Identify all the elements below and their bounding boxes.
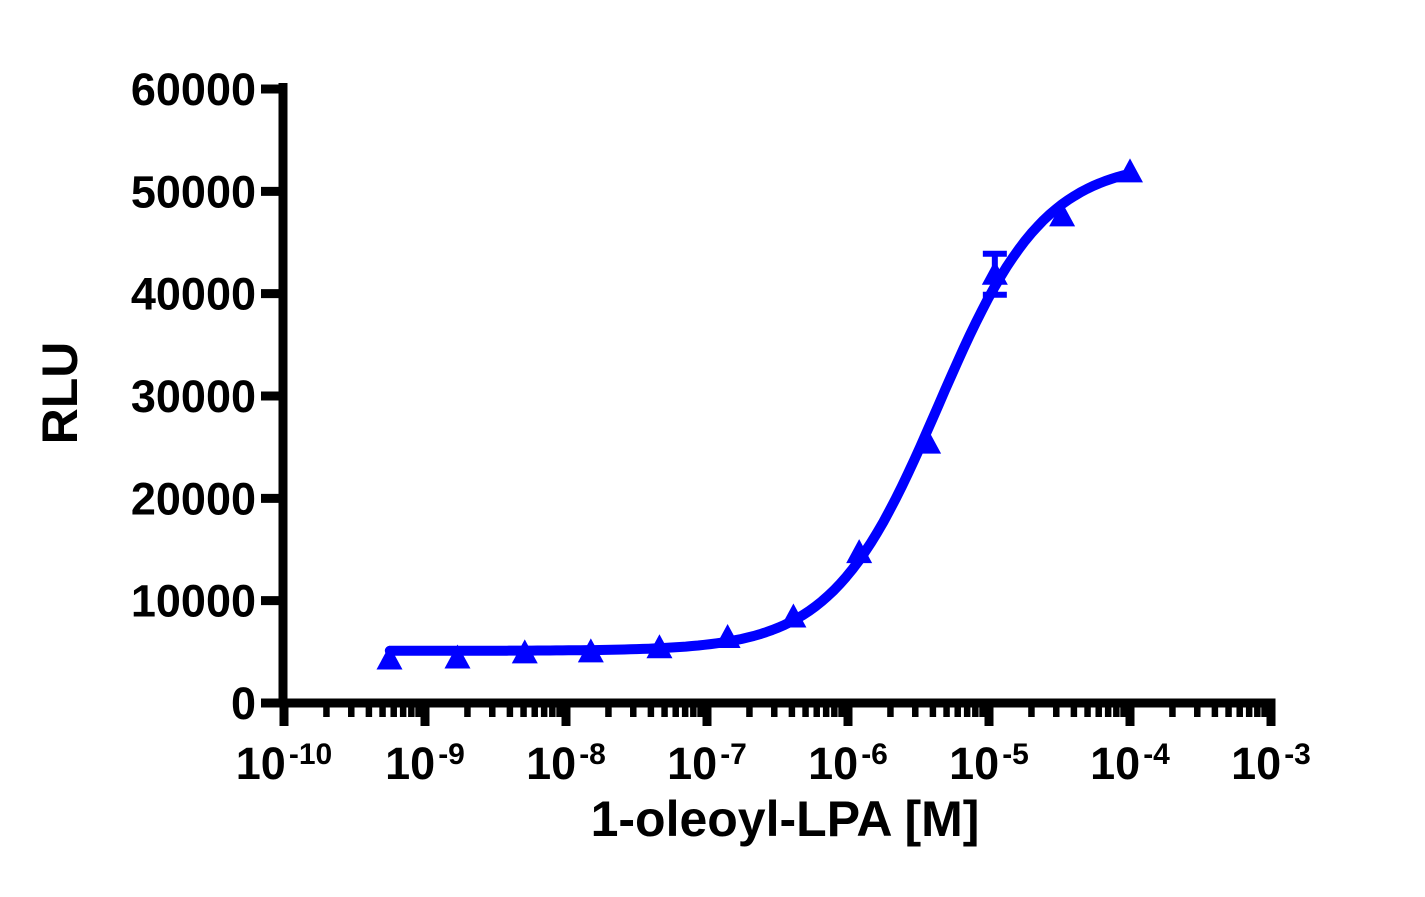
x-tick-label: 10 -5: [949, 738, 1029, 789]
x-tick-label: 10 -3: [1231, 738, 1311, 789]
fit-curve: [384, 168, 1135, 656]
y-tick-label: 0: [231, 678, 256, 729]
y-tick-labels: 0 10000 20000 30000 40000 50000 60000: [131, 64, 256, 729]
y-tick-label: 50000: [131, 166, 256, 217]
data-point-marker: [444, 644, 471, 669]
data-point-marker: [846, 539, 873, 564]
y-axis-title: RLU: [32, 342, 88, 445]
x-tick-label: 10 -9: [385, 738, 465, 789]
y-tick-label: 60000: [131, 64, 256, 115]
data-point-marker: [915, 429, 942, 454]
data-point-marker: [714, 624, 741, 649]
x-tick-label: 10 -4: [1090, 738, 1170, 789]
y-tick-label: 20000: [131, 473, 256, 524]
data-point-marker: [577, 638, 604, 663]
x-tick-label: 10 -6: [808, 738, 888, 789]
x-axis-title: 1-oleoyl-LPA [M]: [591, 791, 980, 847]
data-point-marker: [376, 645, 403, 670]
x-tick-label: 10 -10: [236, 738, 332, 789]
data-point-marker: [511, 639, 538, 664]
x-tick-label: 10 -7: [667, 738, 747, 789]
x-tick-labels: 10 -10 10 -9 10 -8 10 -7 10 -6 10 -5 10 -4 10 -3: [236, 738, 1311, 789]
data-point-marker: [646, 634, 673, 659]
data-point-marker: [1117, 158, 1143, 183]
data-point-marker: [1049, 202, 1076, 227]
y-tick-label: 30000: [131, 371, 256, 422]
data-point-marker: [981, 260, 1008, 285]
data-point-marker: [780, 603, 807, 628]
fit-curve-group: [384, 168, 1135, 656]
y-tick-label: 10000: [131, 576, 256, 627]
data-point-markers: [376, 158, 1143, 670]
axes: [261, 83, 1276, 726]
x-tick-label: 10 -8: [526, 738, 606, 789]
y-tick-label: 40000: [131, 269, 256, 320]
